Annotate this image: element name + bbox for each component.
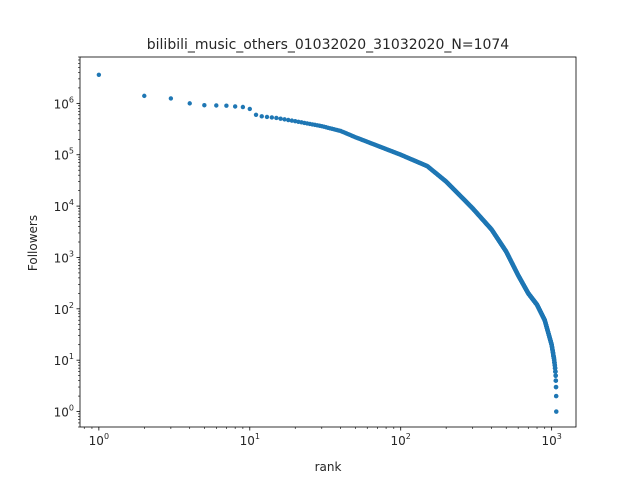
data-point (202, 103, 207, 108)
data-point (224, 103, 229, 108)
y-axis-label: Followers (26, 215, 40, 271)
data-point (142, 93, 147, 99)
data-point (553, 384, 559, 390)
x-tick-base: 10 (541, 434, 556, 448)
x-tick-base: 10 (240, 434, 255, 448)
y-tick-exponent: 2 (69, 301, 74, 310)
data-point (253, 112, 259, 117)
x-tick-exponent: 0 (104, 432, 109, 441)
x-tick-label: 103 (541, 432, 561, 448)
x-axis-label: rank (315, 460, 342, 474)
y-tick-label: 104 (54, 198, 74, 214)
data-point (553, 373, 558, 378)
data-point (278, 116, 283, 121)
x-tick-exponent: 1 (255, 432, 260, 441)
y-tick-exponent: 4 (69, 198, 74, 207)
data-point (553, 378, 559, 383)
y-tick-base: 10 (54, 149, 69, 163)
y-tick-base: 10 (54, 354, 69, 368)
y-tick-label: 106 (54, 95, 74, 111)
data-point (269, 115, 275, 120)
y-tick-exponent: 6 (69, 95, 74, 104)
data-points (96, 72, 559, 414)
y-tick-exponent: 5 (69, 147, 74, 156)
data-point (554, 409, 559, 414)
data-point (96, 72, 102, 78)
data-point (264, 114, 270, 120)
data-point (282, 117, 287, 122)
data-point (187, 101, 192, 106)
x-tick-exponent: 3 (557, 432, 562, 441)
y-tick-base: 10 (54, 200, 69, 214)
data-point (286, 117, 291, 123)
data-point (554, 393, 559, 399)
data-point (259, 114, 264, 119)
data-point (553, 365, 558, 371)
x-tick-label: 101 (240, 432, 260, 448)
y-tick-exponent: 3 (69, 249, 74, 258)
y-tick-exponent: 0 (69, 404, 74, 413)
y-tick-base: 10 (54, 251, 69, 265)
data-point (240, 104, 246, 110)
data-point (274, 115, 279, 121)
data-point (232, 104, 238, 109)
data-point (289, 118, 295, 123)
chart-title: bilibili_music_others_01032020_31032020_… (147, 37, 510, 53)
y-tick-base: 10 (54, 97, 69, 111)
data-point (247, 106, 252, 112)
data-point (214, 103, 219, 108)
x-tick-label: 102 (391, 432, 411, 448)
y-tick-base: 10 (54, 406, 69, 420)
y-tick-label: 105 (54, 147, 74, 163)
x-tick-label: 100 (89, 432, 109, 448)
data-point (168, 96, 174, 101)
x-axis-ticks: 100 101 102 103 (83, 427, 562, 448)
y-tick-label: 103 (54, 249, 74, 265)
x-tick-exponent: 2 (406, 432, 411, 441)
data-point (553, 369, 558, 374)
y-tick-label: 101 (54, 352, 74, 368)
y-tick-exponent: 1 (69, 352, 74, 361)
y-tick-label: 100 (54, 404, 74, 420)
x-tick-base: 10 (391, 434, 406, 448)
x-tick-base: 10 (89, 434, 104, 448)
y-tick-base: 10 (54, 303, 69, 317)
y-tick-label: 102 (54, 301, 74, 317)
